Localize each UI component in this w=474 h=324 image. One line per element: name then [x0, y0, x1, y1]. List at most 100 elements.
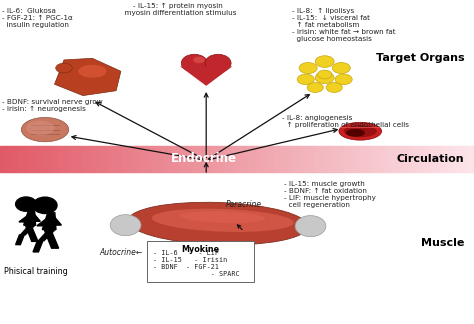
Bar	[386, 146, 389, 172]
Bar	[121, 146, 123, 172]
Bar	[78, 146, 81, 172]
Text: - IL-8:  ↑ lipolisys
- IL-15:  ↓ visceral fat
  ↑ fat metabolism
- Irisin: white: - IL-8: ↑ lipolisys - IL-15: ↓ visceral …	[292, 8, 395, 42]
Bar	[239, 146, 242, 172]
Bar	[405, 146, 408, 172]
Bar	[443, 146, 446, 172]
Bar	[434, 146, 436, 172]
Ellipse shape	[26, 121, 55, 135]
Bar	[446, 146, 448, 172]
Bar	[275, 146, 277, 172]
Text: Autocrine←: Autocrine←	[99, 248, 143, 257]
Bar	[280, 146, 282, 172]
Bar	[147, 146, 149, 172]
Bar	[358, 146, 360, 172]
Bar	[363, 146, 365, 172]
Bar	[192, 146, 194, 172]
Text: Myokine: Myokine	[181, 245, 219, 254]
Bar	[140, 146, 142, 172]
Bar	[230, 146, 232, 172]
Bar	[64, 146, 66, 172]
Bar	[313, 146, 315, 172]
Bar	[2, 146, 5, 172]
Bar	[81, 146, 83, 172]
Bar	[168, 146, 171, 172]
Bar	[329, 146, 332, 172]
Bar	[218, 146, 220, 172]
Bar	[310, 146, 313, 172]
Bar	[194, 146, 197, 172]
Bar	[71, 146, 73, 172]
Bar	[424, 146, 427, 172]
Polygon shape	[20, 225, 36, 235]
Bar	[114, 146, 116, 172]
Bar	[204, 146, 206, 172]
Bar	[36, 146, 38, 172]
Ellipse shape	[297, 74, 314, 85]
Bar	[156, 146, 159, 172]
Bar	[232, 146, 235, 172]
Bar	[242, 146, 244, 172]
Ellipse shape	[78, 65, 107, 78]
Ellipse shape	[335, 74, 352, 85]
Bar	[235, 146, 237, 172]
Bar	[62, 146, 64, 172]
Ellipse shape	[344, 125, 377, 137]
Bar	[372, 146, 374, 172]
Bar	[128, 146, 130, 172]
Polygon shape	[44, 229, 59, 248]
Ellipse shape	[193, 57, 205, 63]
Ellipse shape	[56, 63, 72, 73]
Bar	[351, 146, 353, 172]
Bar	[152, 146, 154, 172]
Bar	[408, 146, 410, 172]
Bar	[118, 146, 121, 172]
Polygon shape	[38, 229, 56, 241]
Bar	[14, 146, 17, 172]
Ellipse shape	[346, 129, 365, 137]
Ellipse shape	[315, 56, 334, 67]
Text: Circulation: Circulation	[397, 154, 465, 164]
Bar	[211, 146, 213, 172]
Bar	[123, 146, 126, 172]
Bar	[339, 146, 341, 172]
Bar	[57, 146, 59, 172]
Polygon shape	[42, 213, 56, 229]
Bar	[43, 146, 45, 172]
Text: - IL-15: ↑ protein myosin
  myosin differentiation stimulus: - IL-15: ↑ protein myosin myosin differe…	[119, 3, 236, 17]
Bar	[441, 146, 443, 172]
Ellipse shape	[318, 70, 332, 79]
Ellipse shape	[180, 211, 265, 223]
Bar	[287, 146, 289, 172]
Bar	[346, 146, 348, 172]
Ellipse shape	[295, 216, 326, 237]
Bar	[52, 146, 55, 172]
Bar	[374, 146, 377, 172]
Bar	[453, 146, 455, 172]
Bar	[277, 146, 280, 172]
Bar	[76, 146, 78, 172]
Bar	[12, 146, 14, 172]
Bar	[382, 146, 384, 172]
Bar	[415, 146, 417, 172]
Bar	[403, 146, 405, 172]
Ellipse shape	[152, 209, 294, 232]
Ellipse shape	[128, 202, 308, 245]
Bar	[450, 146, 453, 172]
Bar	[370, 146, 372, 172]
Polygon shape	[16, 235, 24, 245]
Bar	[17, 146, 19, 172]
Bar	[161, 146, 164, 172]
Bar	[301, 146, 303, 172]
Bar	[244, 146, 246, 172]
Bar	[31, 146, 33, 172]
Bar	[325, 146, 327, 172]
Bar	[265, 146, 268, 172]
Ellipse shape	[315, 72, 334, 84]
Bar	[412, 146, 415, 172]
Bar	[130, 146, 133, 172]
Bar	[455, 146, 457, 172]
Bar	[422, 146, 424, 172]
Bar	[427, 146, 429, 172]
Bar	[220, 146, 223, 172]
Bar	[126, 146, 128, 172]
